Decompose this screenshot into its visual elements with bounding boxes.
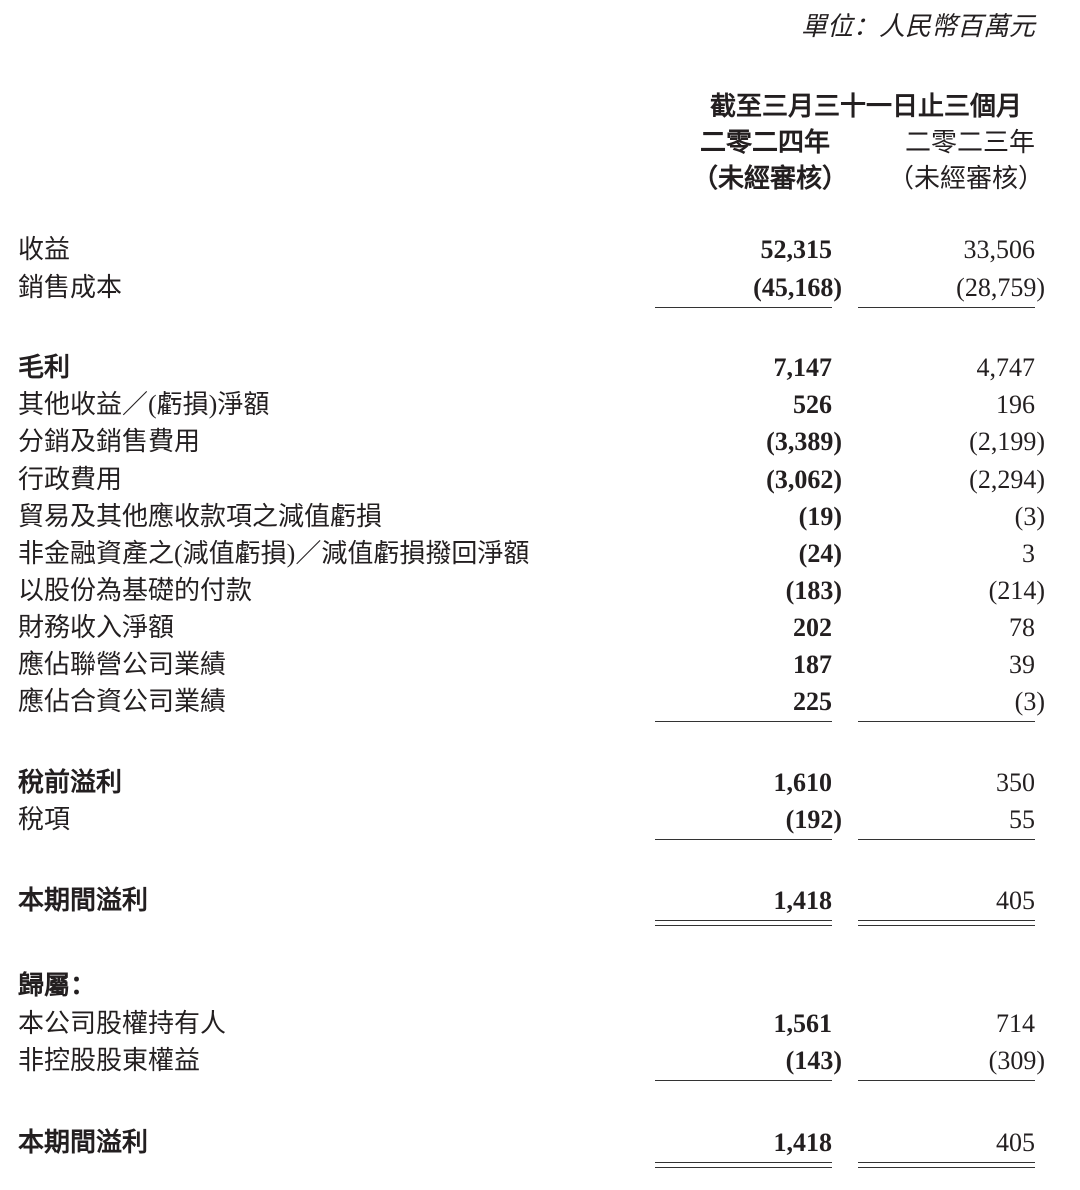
row-label: 稅項 [18,805,71,834]
value-2023: (2,199) [969,427,1045,456]
col-2024-note: （未經審核） [691,164,848,193]
underline [858,839,1035,840]
row-label: 分銷及銷售費用 [18,427,201,456]
value-2024: 1,418 [773,886,833,915]
value-2024: 1,561 [773,1009,833,1038]
value-2023: 3 [1022,539,1035,568]
unit-note: 單位：人民幣百萬元 [800,12,1035,41]
double-underline [858,1167,1035,1168]
underline [655,839,832,840]
period-header: 截至三月三十一日止三個月 [709,92,1022,121]
value-2023: 405 [996,886,1035,915]
row-label: 行政費用 [18,465,123,494]
value-2024: 187 [793,650,832,679]
underline [858,1080,1035,1081]
value-2024: (192) [785,805,842,834]
value-2024: (19) [798,502,842,531]
value-2023: (214) [988,576,1045,605]
double-underline [655,925,832,926]
value-2024: (3,389) [766,427,842,456]
row-label: 稅前溢利 [18,768,123,797]
row-label: 歸屬： [18,971,97,1000]
value-2024: (45,168) [753,273,842,302]
row-label: 非金融資產之(減值虧損)／減值虧損撥回淨額 [18,539,530,568]
double-underline [858,920,1035,921]
value-2023: 196 [996,390,1035,419]
row-label: 財務收入淨額 [18,613,175,642]
value-2024: 1,610 [773,768,833,797]
double-underline [858,925,1035,926]
row-label: 毛利 [18,353,71,382]
value-2023: 350 [996,768,1035,797]
col-2023-year: 二零二三年 [904,128,1035,157]
value-2024: (24) [798,539,842,568]
double-underline [655,920,832,921]
value-2023: (309) [988,1046,1045,1075]
value-2023: 405 [996,1128,1035,1157]
value-2023: 39 [1009,650,1035,679]
col-2024-year: 二零二四年 [699,128,830,157]
double-underline [655,1162,832,1163]
underline [655,721,832,722]
row-label: 其他收益／(虧損)淨額 [18,390,270,419]
row-label: 應佔合資公司業績 [18,687,227,716]
underline [655,1080,832,1081]
row-label: 應佔聯營公司業績 [18,650,227,679]
value-2024: (3,062) [766,465,842,494]
value-2023: 78 [1009,613,1035,642]
underline [655,307,832,308]
value-2023: (3) [1014,502,1045,531]
value-2023: 55 [1009,805,1035,834]
value-2023: (2,294) [969,465,1045,494]
underline [858,721,1035,722]
value-2023: 4,747 [976,353,1036,382]
row-label: 本期間溢利 [18,886,149,915]
double-underline [655,1167,832,1168]
row-label: 貿易及其他應收款項之減值虧損 [18,502,383,531]
value-2024: 225 [793,687,832,716]
value-2024: (143) [785,1046,842,1075]
row-label: 以股份為基礎的付款 [18,576,253,605]
value-2023: (3) [1014,687,1045,716]
value-2024: 7,147 [773,353,833,382]
underline [858,307,1035,308]
value-2023: 33,506 [963,235,1036,264]
row-label: 本公司股權持有人 [18,1009,227,1038]
row-label: 收益 [18,235,71,264]
row-label: 銷售成本 [18,273,123,302]
value-2024: 202 [793,613,832,642]
value-2023: (28,759) [956,273,1045,302]
value-2024: 52,315 [760,235,833,264]
value-2024: 1,418 [773,1128,833,1157]
value-2024: 526 [793,390,832,419]
row-label: 非控股股東權益 [18,1046,201,1075]
col-2023-note: （未經審核） [887,164,1044,193]
value-2024: (183) [785,576,842,605]
value-2023: 714 [996,1009,1035,1038]
row-label: 本期間溢利 [18,1128,149,1157]
double-underline [858,1162,1035,1163]
